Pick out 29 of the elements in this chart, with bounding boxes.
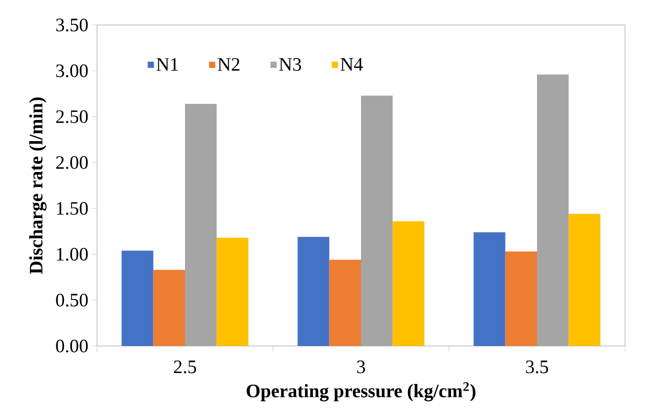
y-tick-label: 3.50 — [56, 18, 88, 32]
bar — [122, 250, 154, 346]
bar — [185, 104, 217, 346]
y-tick-label: 0.00 — [56, 340, 88, 352]
bar — [298, 236, 330, 346]
bar — [568, 214, 600, 346]
bar — [505, 252, 538, 346]
y-tick-label: 1.00 — [57, 248, 88, 261]
x-tick-label: 3 — [357, 360, 365, 374]
x-tick-label: 3.5 — [526, 360, 548, 374]
bar — [361, 96, 393, 346]
bar — [392, 221, 424, 346]
y-tick-label: 2.00 — [56, 156, 88, 169]
x-tick-label: 2.5 — [174, 360, 196, 374]
y-tick-label: 2.50 — [56, 110, 88, 124]
legend-label: N3 — [279, 58, 302, 71]
legend-label: N2 — [218, 58, 240, 71]
legend-label: N4 — [340, 58, 363, 71]
x-axis-title: Operating pressure (kg/cm$^{2}$) — [246, 382, 476, 402]
y-tick-label: 1.50 — [57, 202, 88, 215]
bar — [474, 232, 506, 346]
bar — [216, 238, 248, 346]
y-tick-label: 3.00 — [56, 64, 88, 78]
y-axis-title: Discharge rate (l/min) — [29, 98, 47, 274]
y-tick-label: 0.50 — [56, 294, 88, 307]
bar — [329, 260, 361, 346]
bar — [537, 74, 569, 346]
legend-label: N1 — [156, 58, 178, 71]
bar — [153, 270, 185, 346]
